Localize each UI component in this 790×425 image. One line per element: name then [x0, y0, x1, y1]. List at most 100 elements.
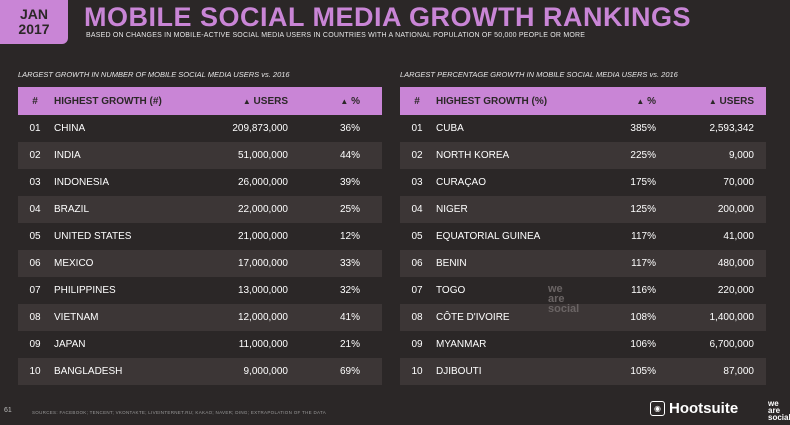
country-name: CHINA — [54, 123, 86, 134]
rank-number: 01 — [29, 123, 41, 134]
percent-value: 21% — [339, 339, 360, 350]
users-value: 2,593,342 — [709, 123, 755, 134]
table-row: 02 INDIA 51,000,000 44% — [18, 142, 382, 169]
country-name: BANGLADESH — [54, 366, 123, 377]
right-section-title: LARGEST PERCENTAGE GROWTH IN MOBILE SOCI… — [400, 70, 678, 79]
percent-value: 108% — [630, 312, 656, 323]
table-row: 04 NIGER 125% 200,000 — [400, 196, 766, 223]
rank-number: 06 — [411, 258, 423, 269]
right-header-users: ▲ USERS — [708, 95, 754, 107]
date-month: JAN — [19, 6, 48, 22]
users-value: 41,000 — [723, 231, 754, 242]
rank-number: 02 — [29, 150, 41, 161]
users-value: 480,000 — [717, 258, 754, 269]
right-header-num: # — [414, 95, 420, 107]
country-name: EQUATORIAL GUINEA — [436, 231, 541, 242]
rank-number: 01 — [411, 123, 423, 134]
users-value: 9,000 — [728, 150, 754, 161]
date-year: 2017 — [18, 21, 50, 37]
rank-number: 08 — [29, 312, 41, 323]
users-value: 51,000,000 — [237, 150, 288, 161]
percent-value: 32% — [339, 285, 360, 296]
percent-value: 175% — [630, 177, 656, 188]
table-row: 01 CHINA 209,873,000 36% — [18, 115, 382, 142]
rank-number: 10 — [411, 366, 423, 377]
percent-value: 41% — [339, 312, 360, 323]
table-row: 10 BANGLADESH 9,000,000 69% — [18, 358, 382, 385]
users-value: 26,000,000 — [237, 177, 288, 188]
we-are-social-watermark: we are social — [548, 283, 580, 315]
percent-value: 69% — [339, 366, 360, 377]
left-table-header: # HIGHEST GROWTH (#) ▲ USERS ▲ % — [18, 87, 382, 115]
users-value: 22,000,000 — [237, 204, 288, 215]
left-rankings-table: # HIGHEST GROWTH (#) ▲ USERS ▲ % 01 CHINA… — [18, 87, 382, 385]
triangle-up-icon: ▲ — [708, 96, 717, 106]
country-name: JAPAN — [54, 339, 86, 350]
percent-value: 116% — [631, 285, 656, 296]
country-name: BRAZIL — [54, 204, 90, 215]
users-value: 17,000,000 — [237, 258, 288, 269]
left-header-num: # — [32, 95, 38, 107]
table-row: 09 MYANMAR 106% 6,700,000 — [400, 331, 766, 358]
country-name: INDONESIA — [54, 177, 110, 188]
users-value: 1,400,000 — [709, 312, 755, 323]
table-row: 10 DJIBOUTI 105% 87,000 — [400, 358, 766, 385]
country-name: CUBA — [436, 123, 464, 134]
right-header-name: HIGHEST GROWTH (%) — [436, 95, 548, 107]
percent-value: 44% — [339, 150, 360, 161]
country-name: BENIN — [436, 258, 467, 269]
owl-icon: ◉ — [650, 401, 665, 416]
rank-number: 03 — [29, 177, 41, 188]
country-name: UNITED STATES — [54, 231, 132, 242]
table-row: 07 PHILIPPINES 13,000,000 32% — [18, 277, 382, 304]
percent-value: 106% — [630, 339, 656, 350]
users-value: 9,000,000 — [243, 366, 289, 377]
country-name: MYANMAR — [436, 339, 487, 350]
rank-number: 06 — [29, 258, 41, 269]
country-name: NIGER — [436, 204, 468, 215]
left-header-percent: ▲ % — [340, 95, 360, 107]
rank-number: 04 — [411, 204, 423, 215]
left-header-users: ▲ USERS — [242, 95, 288, 107]
percent-value: 36% — [339, 123, 360, 134]
page-title: MOBILE SOCIAL MEDIA GROWTH RANKINGS — [84, 2, 691, 32]
triangle-up-icon: ▲ — [340, 96, 349, 106]
rank-number: 03 — [411, 177, 423, 188]
left-header-name: HIGHEST GROWTH (#) — [54, 95, 162, 107]
rank-number: 02 — [411, 150, 423, 161]
users-value: 12,000,000 — [237, 312, 288, 323]
percent-value: 39% — [339, 177, 360, 188]
rank-number: 09 — [29, 339, 41, 350]
page-subtitle: BASED ON CHANGES IN MOBILE-ACTIVE SOCIAL… — [86, 32, 586, 39]
rank-number: 05 — [411, 231, 423, 242]
table-row: 08 CÔTE D'IVOIRE 108% 1,400,000 — [400, 304, 766, 331]
users-value: 70,000 — [723, 177, 754, 188]
page-number: 61 — [4, 407, 12, 414]
percent-value: 12% — [339, 231, 360, 242]
country-name: PHILIPPINES — [54, 285, 116, 296]
right-rankings-table: # HIGHEST GROWTH (%) ▲ % ▲ USERS 01 CUBA 3… — [400, 87, 766, 385]
hootsuite-brand: ◉ Hootsuite — [650, 400, 738, 417]
percent-value: 33% — [339, 258, 360, 269]
percent-value: 105% — [630, 366, 656, 377]
triangle-up-icon: ▲ — [636, 96, 645, 106]
percent-value: 225% — [630, 150, 656, 161]
table-row: 06 BENIN 117% 480,000 — [400, 250, 766, 277]
rank-number: 08 — [411, 312, 423, 323]
table-row: 05 UNITED STATES 21,000,000 12% — [18, 223, 382, 250]
date-badge: JAN 2017 — [0, 0, 68, 44]
rank-number: 07 — [29, 285, 41, 296]
table-row: 02 NORTH KOREA 225% 9,000 — [400, 142, 766, 169]
users-value: 209,873,000 — [232, 123, 288, 134]
percent-value: 25% — [339, 204, 360, 215]
we-are-social-logo: we are social — [768, 399, 790, 422]
users-value: 87,000 — [723, 366, 754, 377]
rank-number: 10 — [29, 366, 41, 377]
country-name: CURAÇAO — [436, 177, 487, 188]
triangle-up-icon: ▲ — [242, 96, 251, 106]
users-value: 220,000 — [717, 285, 754, 296]
table-row: 05 EQUATORIAL GUINEA 117% 41,000 — [400, 223, 766, 250]
users-value: 200,000 — [717, 204, 754, 215]
rank-number: 04 — [29, 204, 41, 215]
country-name: TOGO — [436, 285, 466, 296]
